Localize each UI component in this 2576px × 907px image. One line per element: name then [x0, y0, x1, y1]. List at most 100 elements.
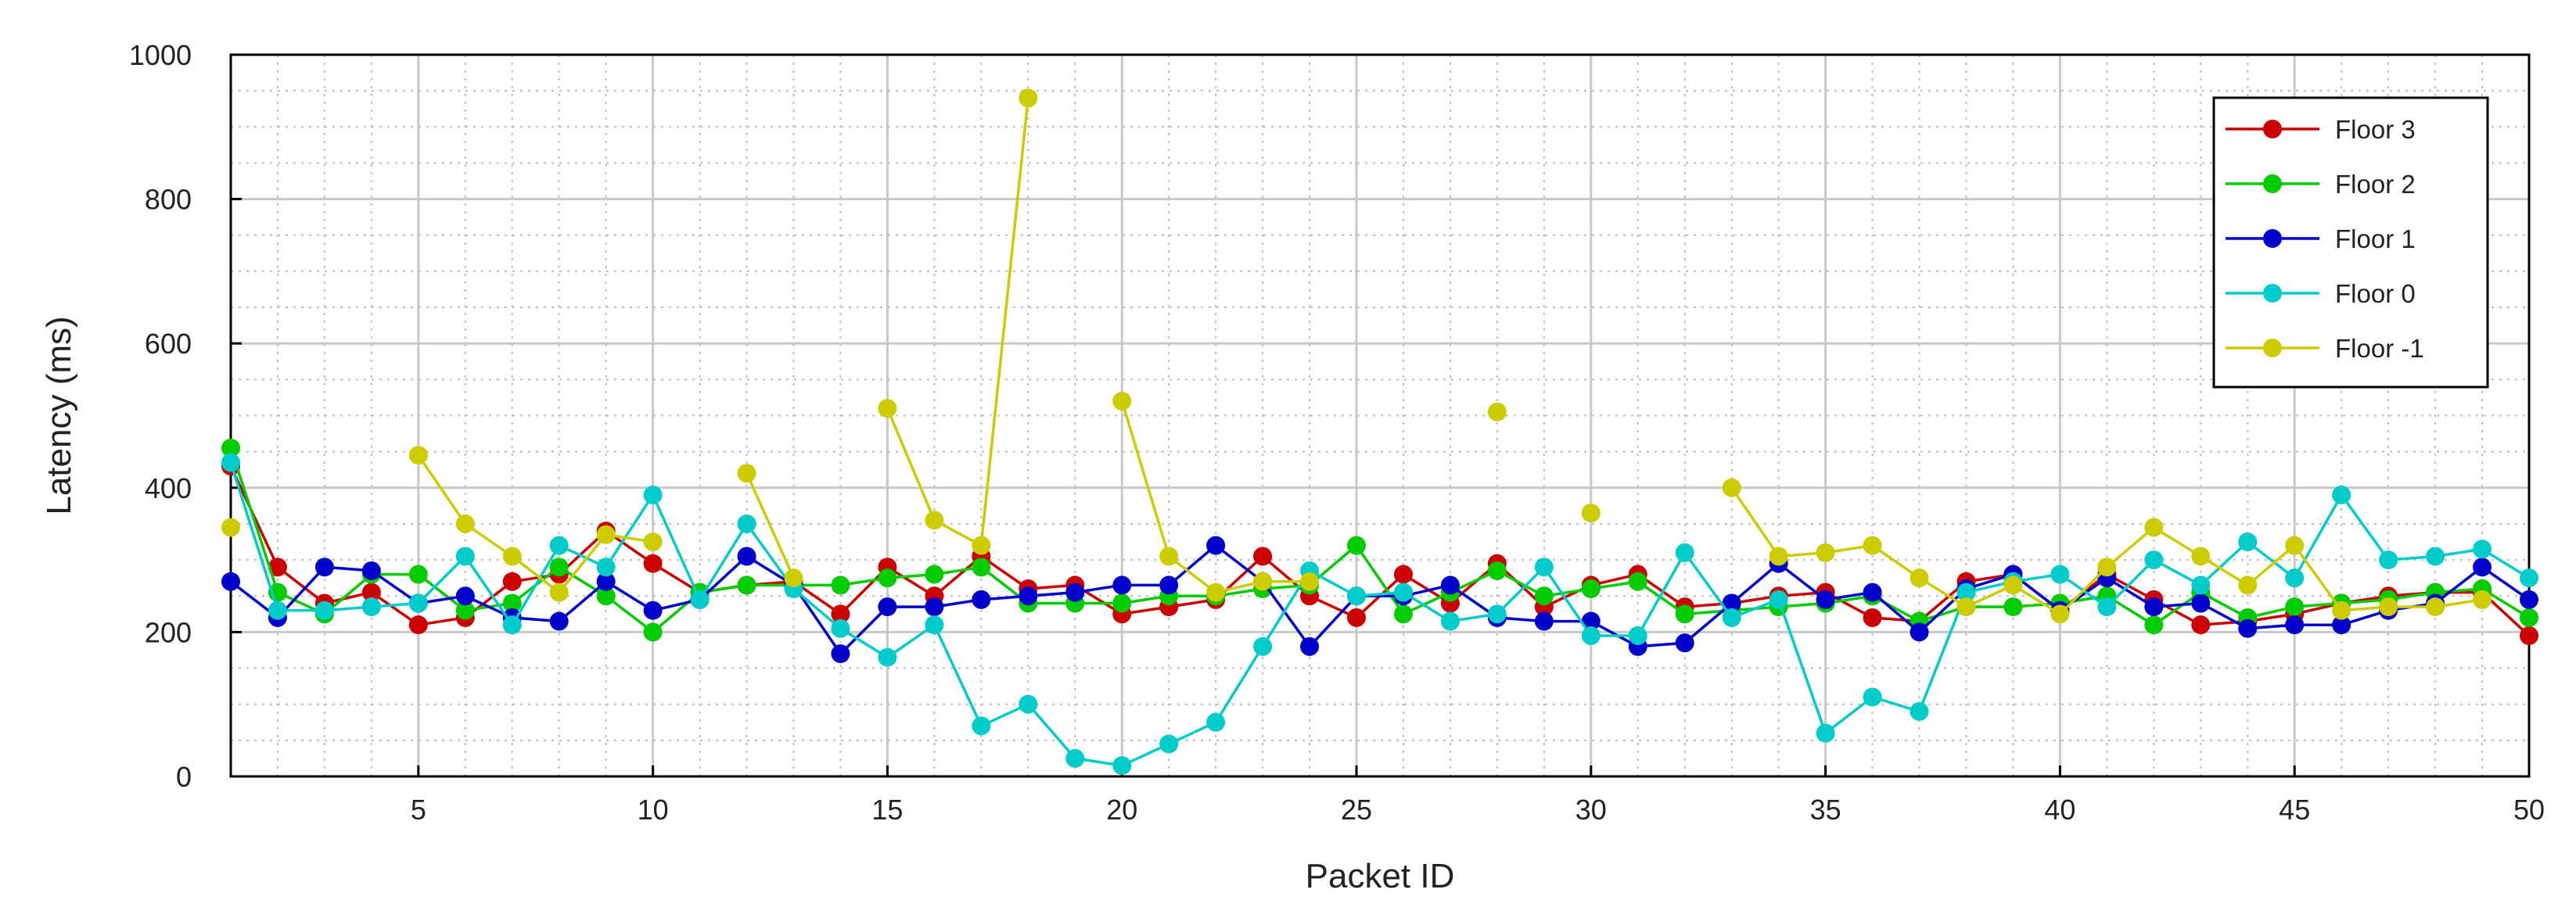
data-point	[1675, 604, 1694, 624]
data-point	[361, 597, 381, 617]
data-point	[972, 590, 991, 609]
data-point	[408, 593, 428, 613]
grid	[230, 53, 2531, 778]
data-point	[1300, 572, 1320, 591]
data-point	[1159, 547, 1179, 566]
series-line	[417, 454, 653, 594]
data-point	[925, 615, 944, 635]
data-point	[972, 716, 991, 736]
data-point	[2520, 626, 2538, 646]
data-point	[1863, 608, 1882, 627]
data-point	[2238, 532, 2258, 552]
data-point	[1534, 611, 1554, 631]
data-point	[2285, 536, 2305, 555]
data-point	[643, 554, 663, 573]
data-point	[2191, 575, 2211, 595]
x-tick-label: 15	[871, 794, 903, 826]
data-point	[221, 453, 240, 472]
data-point	[972, 557, 991, 577]
data-point	[2285, 568, 2305, 588]
series-5	[221, 88, 2492, 624]
data-point	[455, 547, 475, 566]
data-point	[2379, 597, 2398, 617]
series-line	[229, 461, 2530, 767]
data-point	[1206, 712, 1226, 732]
data-point	[455, 600, 475, 620]
data-point	[2003, 575, 2023, 595]
data-point	[2050, 604, 2070, 624]
data-point	[1440, 611, 1460, 631]
data-point	[2473, 540, 2492, 559]
data-point	[361, 561, 381, 580]
data-point	[1534, 557, 1554, 577]
x-tick-label: 10	[638, 794, 669, 826]
legend-swatch-marker	[2263, 229, 2282, 248]
x-tick-label: 50	[2513, 794, 2545, 826]
data-point	[1019, 586, 1038, 606]
x-tick-label: 40	[2044, 794, 2075, 826]
legend-label: Floor -1	[2335, 334, 2424, 363]
data-point	[2238, 575, 2258, 595]
data-point	[1347, 536, 1367, 555]
legend: Floor 3 Floor 2 Floor 1 Floor 0 Floor -1	[2212, 96, 2489, 389]
y-tick-label: 0	[176, 761, 192, 793]
data-point	[972, 536, 991, 555]
data-point	[1393, 583, 1413, 602]
data-point	[2332, 486, 2351, 505]
data-point	[1910, 701, 1929, 721]
plot-frame	[229, 53, 2531, 778]
data-point	[455, 586, 475, 606]
data-point	[1628, 626, 1647, 646]
data-point	[314, 600, 334, 620]
data-point	[831, 604, 850, 624]
series-line	[229, 465, 2531, 637]
data-point	[1863, 583, 1882, 602]
y-tick-label: 1000	[129, 39, 192, 71]
data-point	[1910, 622, 1929, 642]
data-point	[737, 464, 756, 483]
axes: 5 10 15 20 25 30 35 40 45 50 0 200 400 600 800 1000	[129, 39, 2545, 826]
data-point	[737, 547, 756, 566]
data-point	[1019, 88, 1038, 108]
data-point	[2050, 565, 2070, 584]
legend-box	[2212, 96, 2489, 389]
data-point	[1487, 402, 1507, 421]
data-point	[221, 572, 240, 591]
legend-label: Floor 2	[2335, 170, 2416, 199]
data-point	[408, 565, 428, 584]
data-point	[643, 622, 663, 642]
data-point	[1347, 608, 1367, 627]
data-point	[2097, 557, 2117, 577]
data-point	[408, 615, 428, 635]
data-point	[643, 600, 663, 620]
data-point	[1863, 687, 1882, 707]
data-point	[549, 583, 569, 602]
legend-swatch-marker	[2263, 284, 2282, 303]
data-point	[502, 547, 522, 566]
data-point	[1581, 611, 1601, 631]
data-point	[549, 536, 569, 555]
data-point	[2097, 597, 2117, 617]
data-point	[831, 644, 850, 664]
series-line	[229, 543, 2530, 655]
y-axis-label: Latency (ms)	[40, 316, 78, 514]
data-point	[1487, 561, 1507, 580]
legend-swatch-marker	[2263, 174, 2282, 193]
data-point	[268, 557, 287, 577]
x-tick-label: 30	[1575, 794, 1607, 826]
data-point	[1581, 579, 1601, 599]
legend-swatch-marker	[2263, 339, 2282, 357]
data-point	[690, 590, 710, 609]
data-point	[1722, 608, 1741, 627]
data-point	[1910, 568, 1929, 588]
data-point	[1581, 504, 1601, 523]
series-group	[221, 88, 2538, 776]
data-point	[1816, 723, 1835, 743]
data-point	[1722, 478, 1741, 497]
data-point	[2285, 615, 2305, 635]
data-point	[502, 593, 522, 613]
data-point	[221, 518, 240, 537]
x-tick-label: 25	[1341, 794, 1372, 826]
y-tick-label: 400	[145, 472, 192, 504]
